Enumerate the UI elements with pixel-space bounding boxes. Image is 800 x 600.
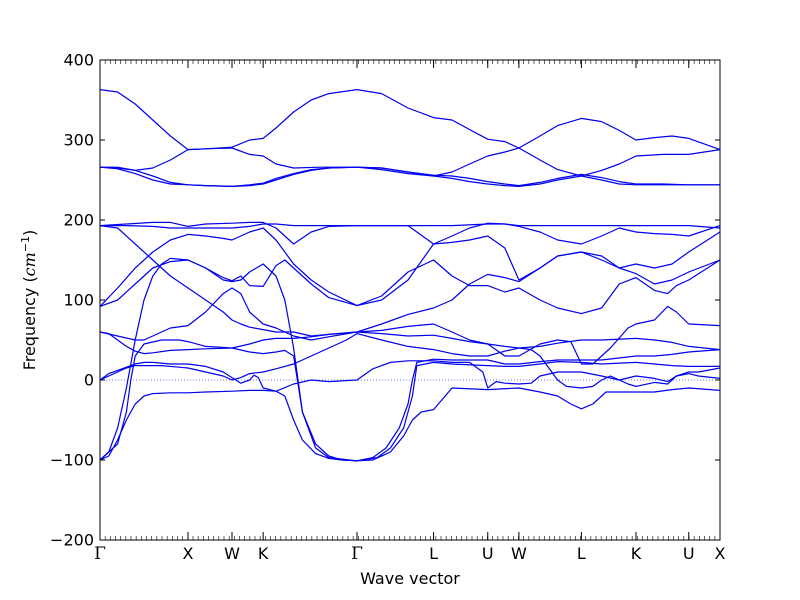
x-tick-label: K: [258, 544, 269, 563]
band-line-14: [100, 166, 720, 187]
tick-marks-layer: [99, 59, 721, 541]
band-line-7: [99, 287, 721, 365]
y-axis-label-exponent: −1: [19, 236, 32, 252]
y-axis-label-suffix: ): [20, 230, 39, 236]
plot-frame: [99, 59, 721, 541]
x-tick-label: X: [715, 544, 726, 563]
x-tick-label: L: [577, 544, 586, 563]
y-tick-label: 300: [63, 131, 94, 150]
band-line-4: [99, 360, 721, 392]
band-lines-layer: [99, 89, 721, 462]
x-tick-label: K: [631, 544, 642, 563]
band-line-2: [99, 257, 721, 462]
x-tick-label: U: [482, 544, 494, 563]
y-tick-label: 100: [63, 291, 94, 310]
band-line-8: [99, 259, 721, 315]
y-tick-label: −200: [50, 531, 94, 550]
y-tick-labels: −200 −100 0 100 200 300 400: [50, 51, 94, 550]
band-line-13: [99, 166, 720, 187]
y-axis-label: Frequency (cm−1): [19, 230, 40, 371]
x-tick-label: W: [511, 544, 527, 563]
y-axis-label-prefix: Frequency (: [20, 276, 39, 370]
band-line-3: [99, 339, 720, 462]
y-tick-label: −100: [50, 451, 94, 470]
band-line-9: [99, 227, 721, 307]
band-line-6: [99, 331, 721, 389]
band-line-16: [99, 89, 721, 151]
y-tick-label: 200: [63, 211, 94, 230]
band-line-1: [99, 387, 721, 462]
x-tick-label: Γ: [351, 544, 363, 564]
y-tick-label: 0: [84, 371, 94, 390]
y-axis-label-unit: cm: [20, 252, 39, 276]
x-axis-label: Wave vector: [360, 569, 460, 588]
band-line-10: [99, 225, 721, 337]
band-line-15: [99, 147, 721, 177]
x-tick-label: W: [224, 544, 240, 563]
x-tick-label: Γ: [94, 544, 106, 564]
x-tick-label: L: [429, 544, 438, 563]
band-line-12: [99, 221, 721, 245]
x-tick-label: X: [183, 544, 194, 563]
band-line-5: [99, 333, 721, 381]
y-tick-label: 400: [63, 51, 94, 70]
x-tick-label: U: [683, 544, 695, 563]
